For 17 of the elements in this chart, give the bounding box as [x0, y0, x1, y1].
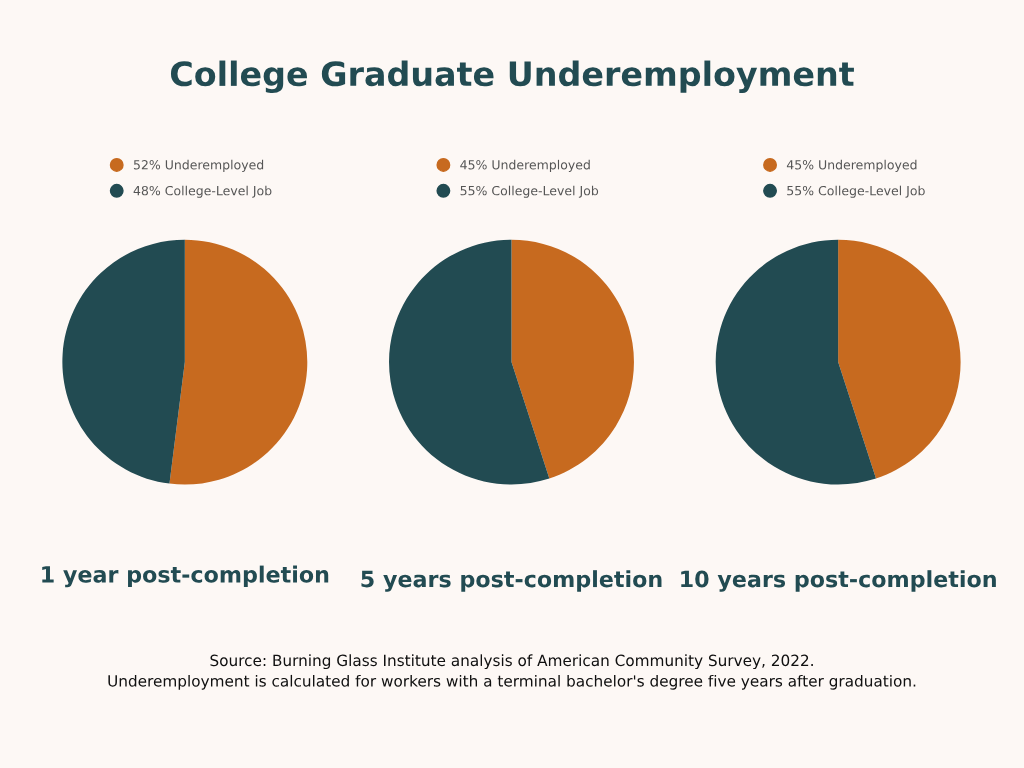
- pie-slice: [62, 239, 185, 484]
- legend-label: 55% College-Level Job: [460, 185, 599, 198]
- source-note: Source: Burning Glass Institute analysis of American Community Survey, 2022. Underemployment is calculated for workers with a terminal bachelor's degree five years after graduation.: [108, 654, 916, 690]
- pie-slice: [838, 239, 961, 479]
- pie-slice: [169, 239, 308, 485]
- pie-slice: [511, 239, 634, 479]
- pie-slice: [389, 239, 550, 485]
- legend-label: 55% College-Level Job: [787, 185, 925, 198]
- legend-label: 48% College-Level Job: [133, 185, 272, 198]
- text: 5 years post-completion: [361, 570, 662, 592]
- text: 10 years post-completion: [681, 570, 996, 592]
- text: 1 year post-completion: [42, 565, 329, 588]
- legend-label: 52% Underemployed: [133, 159, 264, 172]
- legend-label: 45% Underemployed: [460, 159, 590, 172]
- text: College Graduate Underemployment: [170, 60, 854, 94]
- pie-slice: [715, 239, 876, 485]
- legend-label: 45% Underemployed: [786, 159, 917, 172]
